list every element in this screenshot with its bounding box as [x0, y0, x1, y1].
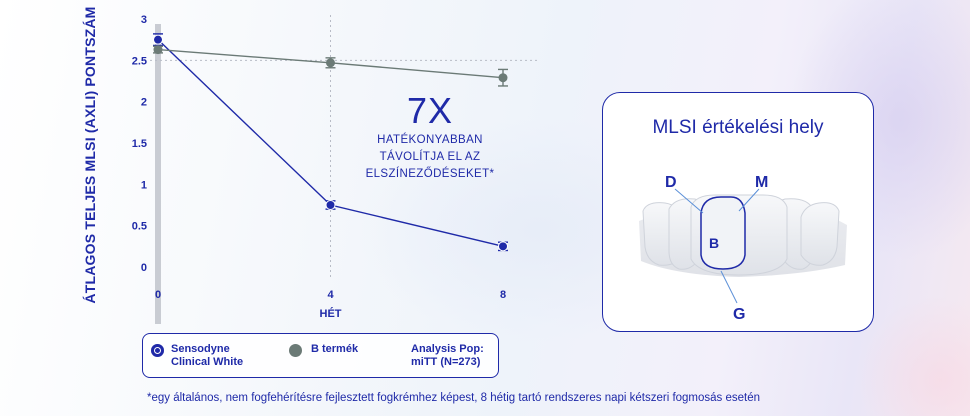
y-tick-label: 0 — [141, 262, 147, 274]
y-tick-label: 3 — [141, 14, 147, 26]
chart-legend: Sensodyne Clinical White B termék Analys… — [142, 333, 499, 378]
callout-text: HATÉKONYABBAN TÁVOLÍTJA EL AZ ELSZÍNEZŐD… — [330, 132, 530, 183]
teeth-illustration: D M B G — [639, 174, 847, 323]
x-tick-label: 0 — [155, 289, 161, 301]
y-tick-label: 2.5 — [132, 55, 147, 67]
y-tick-label: 1.5 — [132, 138, 147, 150]
y-axis-label-wrap: ÁTLAGOS TELJES MLSI (AXLI) PONTSZÁM — [78, 6, 102, 303]
legend-item-sensodyne: Sensodyne Clinical White — [171, 343, 243, 369]
data-point — [498, 73, 508, 83]
data-point — [325, 200, 336, 210]
y-axis-bar — [155, 24, 161, 324]
x-tick-label: 4 — [327, 289, 334, 301]
legend-sensodyne-line-1: Sensodyne — [171, 343, 230, 355]
callout-line-2: TÁVOLÍTJA EL AZ — [379, 151, 481, 163]
x-axis-label: HÉT — [320, 307, 342, 320]
legend-analysis-line-2: miTT (N=273) — [411, 356, 481, 368]
data-point — [153, 45, 163, 55]
y-tick-label: 1 — [141, 179, 147, 191]
legend-item-b-product: B termék — [311, 343, 358, 356]
data-point — [153, 34, 163, 45]
data-point — [498, 241, 508, 252]
legend-b-product-label: B termék — [311, 343, 359, 355]
y-axis-label: ÁTLAGOS TELJES MLSI (AXLI) PONTSZÁM — [82, 6, 98, 304]
mlsi-panel: MLSI értékelési hely D M B G — [602, 92, 874, 332]
label-d: D — [665, 174, 677, 191]
x-tick-label: 8 — [500, 289, 506, 301]
callout-multiplier: 7X — [406, 90, 454, 131]
y-tick-label: 0.5 — [132, 221, 147, 233]
callout-line-1: HATÉKONYABBAN — [377, 134, 483, 146]
pointer-line-m — [738, 188, 760, 212]
y-tick-label: 2 — [141, 97, 147, 109]
legend-marker-sensodyne — [151, 344, 164, 357]
legend-analysis-population: Analysis Pop: miTT (N=273) — [411, 343, 484, 369]
efficacy-callout: 7X HATÉKONYABBAN TÁVOLÍTJA EL AZ ELSZÍNE… — [330, 92, 530, 183]
tooth-assessed-outline — [700, 196, 746, 270]
legend-sensodyne-line-2: Clinical White — [171, 356, 244, 368]
pointer-line-d — [674, 188, 704, 214]
mlsi-title: MLSI értékelési hely — [652, 117, 824, 138]
footnote: *egy általános, nem fogfehérítésre fejle… — [147, 392, 761, 404]
label-g: G — [733, 306, 745, 323]
callout-line-3: ELSZÍNEZŐDÉSEKET* — [365, 168, 495, 180]
mlsi-line-chart: 0 0.5 1 1.5 2 2.5 3 0 4 8 HÉT — [132, 14, 540, 324]
label-m: M — [755, 174, 768, 191]
label-b: B — [709, 235, 719, 251]
legend-analysis-line-1: Analysis Pop: — [411, 343, 484, 355]
tooth-right-outer — [800, 202, 840, 266]
data-point — [326, 58, 335, 68]
pointer-line-g — [720, 270, 738, 304]
legend-marker-b-product — [289, 344, 302, 357]
